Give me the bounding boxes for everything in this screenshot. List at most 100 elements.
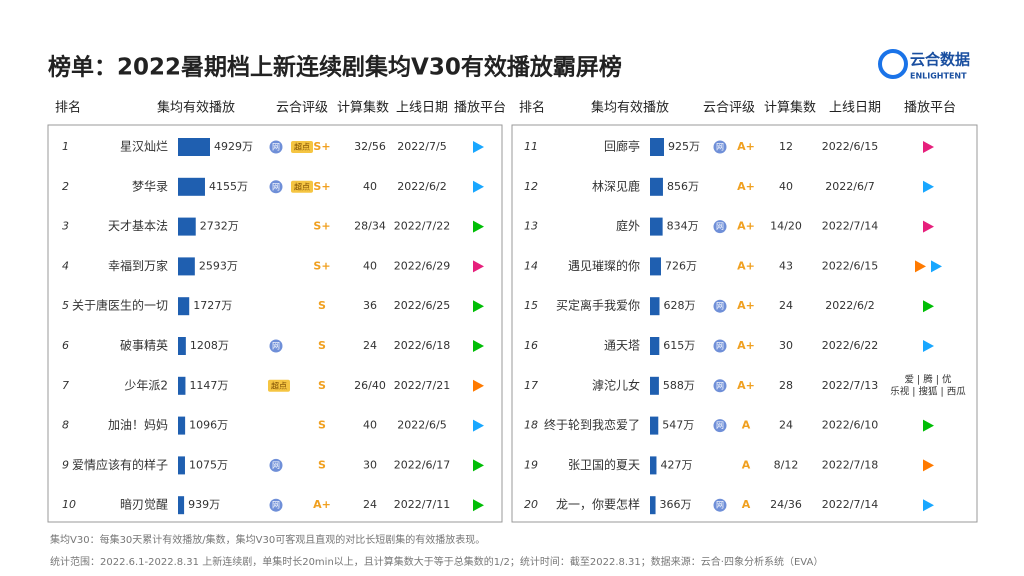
episodes: 24/36	[770, 498, 802, 511]
column-header: 排名	[55, 100, 81, 116]
grade: S	[318, 299, 326, 312]
column-header: 集均有效播放	[157, 100, 235, 116]
grade: S	[318, 458, 326, 471]
bar	[178, 138, 210, 156]
value-label: 834万	[667, 220, 699, 233]
badge-bg	[713, 419, 727, 433]
drama-name: 回廊亭	[604, 139, 640, 154]
drama-name: 爱情应该有的样子	[72, 457, 168, 472]
drama-name: 通天塔	[604, 339, 640, 353]
episodes: 24	[779, 299, 793, 312]
date: 2022/7/14	[822, 220, 878, 233]
drama-name: 加油！妈妈	[108, 418, 168, 432]
rank: 7	[62, 379, 69, 392]
column-header: 计算集数	[764, 100, 816, 116]
value-label: 628万	[664, 299, 696, 312]
column-header: 上线日期	[396, 101, 448, 116]
episodes: 40	[363, 180, 377, 193]
episodes: 24	[363, 339, 377, 352]
grade: A+	[737, 339, 755, 352]
logo-icon	[878, 49, 908, 79]
badge: 网	[716, 143, 724, 152]
bar	[178, 177, 205, 196]
badge: 网	[272, 143, 280, 152]
platform-icon	[915, 260, 926, 273]
rank: 12	[524, 180, 538, 193]
drama-name: 梦华录	[132, 179, 168, 193]
platform-text: 爱 | 腾 | 优	[905, 373, 952, 385]
platform-icon	[923, 180, 934, 193]
platform-icon	[473, 180, 484, 193]
platform-icon	[923, 141, 934, 153]
bar	[178, 297, 190, 316]
date: 2022/7/21	[394, 379, 450, 392]
column-header: 播放平台	[454, 101, 506, 116]
episodes: 40	[363, 259, 377, 272]
badge: 网	[272, 501, 280, 510]
bar	[178, 217, 196, 236]
value-label: 4155万	[209, 180, 248, 193]
drama-name: 暗刃觉醒	[120, 497, 168, 512]
column-header: 云合评级	[276, 101, 328, 116]
grade: A	[742, 458, 751, 471]
date: 2022/6/29	[394, 259, 450, 272]
bar	[650, 496, 656, 515]
episodes: 14/20	[770, 220, 802, 233]
badge-bg	[291, 141, 313, 153]
bar	[650, 257, 661, 276]
date: 2022/7/18	[822, 458, 878, 471]
value-label: 925万	[668, 140, 700, 153]
grade: S+	[313, 259, 330, 272]
badge-bg	[269, 458, 283, 472]
badge: 网	[716, 381, 724, 390]
value-label: 547万	[662, 419, 694, 432]
drama-name: 幸福到万家	[108, 258, 168, 273]
badge-bg	[713, 379, 727, 393]
rank: 3	[62, 220, 69, 233]
rank: 17	[524, 379, 538, 392]
rank: 8	[62, 419, 69, 432]
badge-bg	[269, 180, 283, 194]
rank: 20	[524, 498, 538, 511]
value-label: 726万	[665, 259, 697, 272]
value-label: 1096万	[189, 419, 228, 432]
badge-bg	[713, 140, 727, 154]
date: 2022/6/17	[394, 458, 450, 471]
bar	[178, 456, 185, 475]
platform-icon	[923, 220, 934, 233]
date: 2022/6/10	[822, 419, 878, 432]
badge: 网	[272, 461, 280, 470]
platform-icon	[473, 300, 484, 313]
drama-name: 遇见璀璨的你	[568, 258, 640, 273]
drama-name: 少年派2	[124, 378, 168, 392]
rank: 13	[524, 220, 538, 233]
grade: A+	[313, 498, 331, 511]
date: 2022/6/18	[394, 339, 450, 352]
episodes: 28	[779, 379, 793, 392]
grade: A	[742, 419, 751, 432]
episodes: 28/34	[354, 220, 386, 233]
value-label: 615万	[663, 339, 695, 352]
rank: 10	[62, 498, 76, 511]
value-label: 1727万	[193, 299, 232, 312]
badge: 网	[272, 342, 280, 351]
rank: 15	[524, 299, 538, 312]
drama-name: 星汉灿烂	[120, 140, 168, 154]
rank: 18	[524, 419, 538, 432]
platform-icon	[473, 419, 484, 432]
platform-icon	[923, 300, 934, 313]
right-box	[511, 124, 978, 523]
grade: A+	[737, 220, 755, 233]
bar	[178, 257, 195, 276]
badge-bg	[713, 498, 727, 512]
rank: 11	[524, 140, 538, 153]
rank: 16	[524, 339, 538, 352]
date: 2022/6/22	[822, 339, 878, 352]
column-header: 播放平台	[904, 101, 956, 116]
grade: A	[742, 498, 751, 511]
date: 2022/7/5	[397, 140, 446, 153]
badge: 网	[716, 302, 724, 311]
logo-cn: 云合数据	[910, 51, 970, 69]
drama-name: 破事精英	[120, 338, 168, 353]
